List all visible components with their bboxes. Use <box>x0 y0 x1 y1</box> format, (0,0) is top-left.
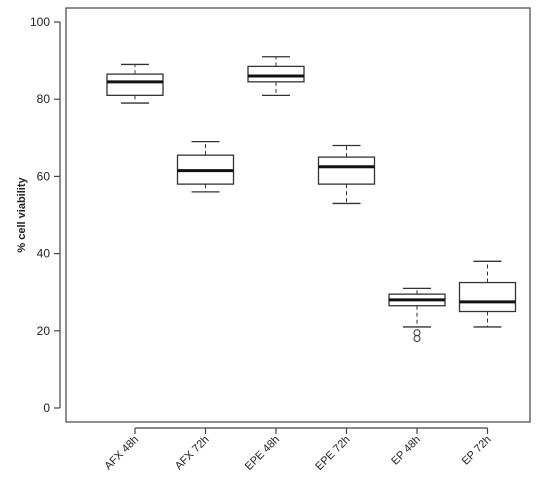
outlier-point <box>413 335 421 343</box>
y-axis: 0 20 40 60 80 100 <box>30 15 61 415</box>
x-tick-label: EPE 48h <box>243 434 282 473</box>
y-tick-label: 0 <box>43 401 50 415</box>
box-group <box>317 144 376 205</box>
box-series <box>106 56 517 343</box>
x-tick-label: AFX 72h <box>173 434 212 473</box>
x-axis: AFX 48h AFX 72h EPE 48h EPE 72h EP 48h EP 72h <box>102 427 494 473</box>
box-group <box>176 141 235 193</box>
y-tick-label: 40 <box>37 247 51 261</box>
box-iqr <box>106 73 164 96</box>
outlier-point <box>413 329 421 337</box>
x-tick-label: EP 72h <box>460 434 494 468</box>
y-tick-label: 100 <box>30 15 50 29</box>
box-iqr <box>317 156 376 185</box>
y-tick-label: 60 <box>37 169 51 183</box>
box-group <box>247 56 305 96</box>
box-iqr <box>247 65 305 83</box>
x-tick-label: EPE 72h <box>313 434 352 473</box>
box-group <box>388 287 446 343</box>
y-axis-title: % cell viability <box>16 177 28 253</box>
box-group <box>106 63 164 104</box>
box-group <box>458 260 517 328</box>
y-tick-label: 80 <box>37 92 51 106</box>
x-tick-label: EP 48h <box>389 434 423 468</box>
plot-frame <box>65 7 531 423</box>
box-iqr <box>458 281 517 313</box>
y-tick-label: 20 <box>37 324 51 338</box>
x-tick-label: AFX 48h <box>102 434 141 473</box>
